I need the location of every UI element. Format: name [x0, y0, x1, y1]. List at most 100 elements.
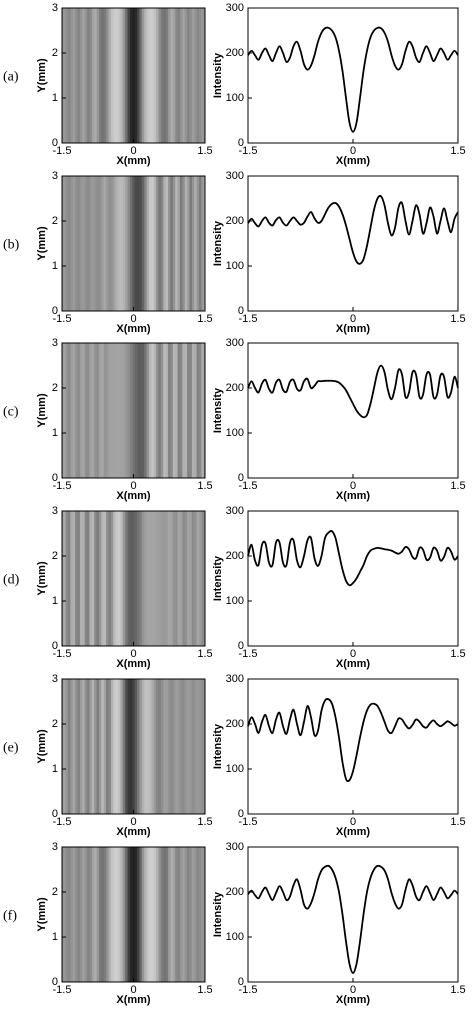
panel-label: (c) [3, 405, 19, 420]
image-stripe [170, 176, 174, 311]
image-stripe [82, 511, 86, 646]
image-stripe [141, 343, 145, 478]
image-stripe [170, 679, 174, 814]
x-tick-label: -1.5 [53, 145, 72, 157]
image-stripe [77, 176, 81, 311]
image-stripe [89, 8, 93, 143]
image-stripe [82, 176, 86, 311]
y-tick-label: 0 [238, 640, 244, 652]
image-stripe [196, 176, 200, 311]
image-stripe [160, 8, 164, 143]
image-stripe [82, 343, 86, 478]
image-stripe [113, 176, 117, 311]
y-tick-label: 300 [226, 170, 244, 182]
x-tick-label: -1.5 [239, 145, 258, 157]
image-stripe [79, 176, 83, 311]
image-stripe [141, 176, 145, 311]
x-axis-label: X(mm) [116, 826, 151, 838]
image-stripe [101, 176, 105, 311]
image-stripe [137, 511, 140, 646]
image-stripe [196, 679, 200, 814]
image-stripe [77, 8, 81, 143]
x-tick-label: -1.5 [53, 648, 72, 660]
image-stripe [172, 8, 176, 143]
y-tick-label: 200 [226, 47, 244, 59]
image-stripe [165, 679, 169, 814]
image-stripe [151, 176, 155, 311]
image-stripe [125, 343, 128, 478]
image-stripe [94, 8, 97, 143]
panel-label: (d) [3, 573, 20, 588]
image-stripe [201, 8, 205, 143]
image-stripe [108, 176, 112, 311]
image-stripe [87, 176, 90, 311]
y-tick-label: 200 [226, 215, 244, 227]
image-stripe [132, 176, 136, 311]
image-stripe [165, 511, 169, 646]
image-stripe [120, 511, 124, 646]
image-stripe [151, 679, 155, 814]
image-stripe [127, 343, 131, 478]
image-stripe [118, 8, 121, 143]
image-stripe [148, 847, 152, 982]
image-stripe [70, 8, 74, 143]
y-axis-label: Y(mm) [36, 897, 48, 932]
image-stripe [113, 511, 117, 646]
image-stripe [148, 511, 152, 646]
image-stripe [182, 847, 186, 982]
x-tick-label: 0 [130, 984, 136, 996]
x-tick-label: 1.5 [450, 480, 465, 492]
image-stripe [144, 511, 148, 646]
y-tick-label: 200 [226, 550, 244, 562]
image-stripe [196, 343, 200, 478]
image-stripe [165, 343, 169, 478]
x-tick-label: 0 [130, 648, 136, 660]
image-stripe [62, 679, 64, 814]
image-stripe [175, 343, 178, 478]
image-stripe [101, 847, 105, 982]
image-stripe [141, 8, 145, 143]
panel-label: (b) [3, 238, 20, 253]
image-stripe [118, 343, 121, 478]
image-stripe [177, 679, 181, 814]
image-stripe [89, 343, 93, 478]
image-stripe [156, 511, 159, 646]
image-stripe [170, 511, 174, 646]
image-stripe [84, 511, 88, 646]
image-stripe [177, 847, 181, 982]
x-tick-label: 1.5 [197, 145, 212, 157]
image-stripe [160, 176, 164, 311]
image-stripe [108, 8, 112, 143]
y-axis-label: Intensity [212, 723, 224, 769]
image-stripe [108, 679, 112, 814]
image-stripe [156, 176, 159, 311]
image-stripe [139, 679, 143, 814]
image-stripe [160, 847, 164, 982]
image-stripe [125, 511, 128, 646]
image-stripe [122, 679, 126, 814]
image-stripe [113, 847, 117, 982]
image-stripe [141, 679, 145, 814]
image-stripe [156, 679, 159, 814]
image-stripe [118, 511, 121, 646]
image-stripe [156, 8, 159, 143]
image-stripe [194, 343, 198, 478]
plot-frame [247, 678, 459, 815]
image-stripe [148, 343, 152, 478]
image-stripe [77, 343, 81, 478]
y-tick-label: 2 [52, 550, 58, 562]
y-axis-label: Intensity [212, 891, 224, 937]
image-stripe [62, 847, 64, 982]
x-tick-label: 0 [130, 816, 136, 828]
image-stripe [182, 511, 186, 646]
image-stripe [158, 511, 162, 646]
y-tick-label: 1 [52, 92, 58, 104]
image-stripe [127, 176, 131, 311]
image-stripe [77, 511, 81, 646]
image-stripe [182, 8, 186, 143]
y-tick-label: 0 [238, 472, 244, 484]
image-stripe [179, 343, 183, 478]
image-stripe [72, 343, 76, 478]
image-stripe [196, 511, 200, 646]
image-stripe [134, 176, 138, 311]
